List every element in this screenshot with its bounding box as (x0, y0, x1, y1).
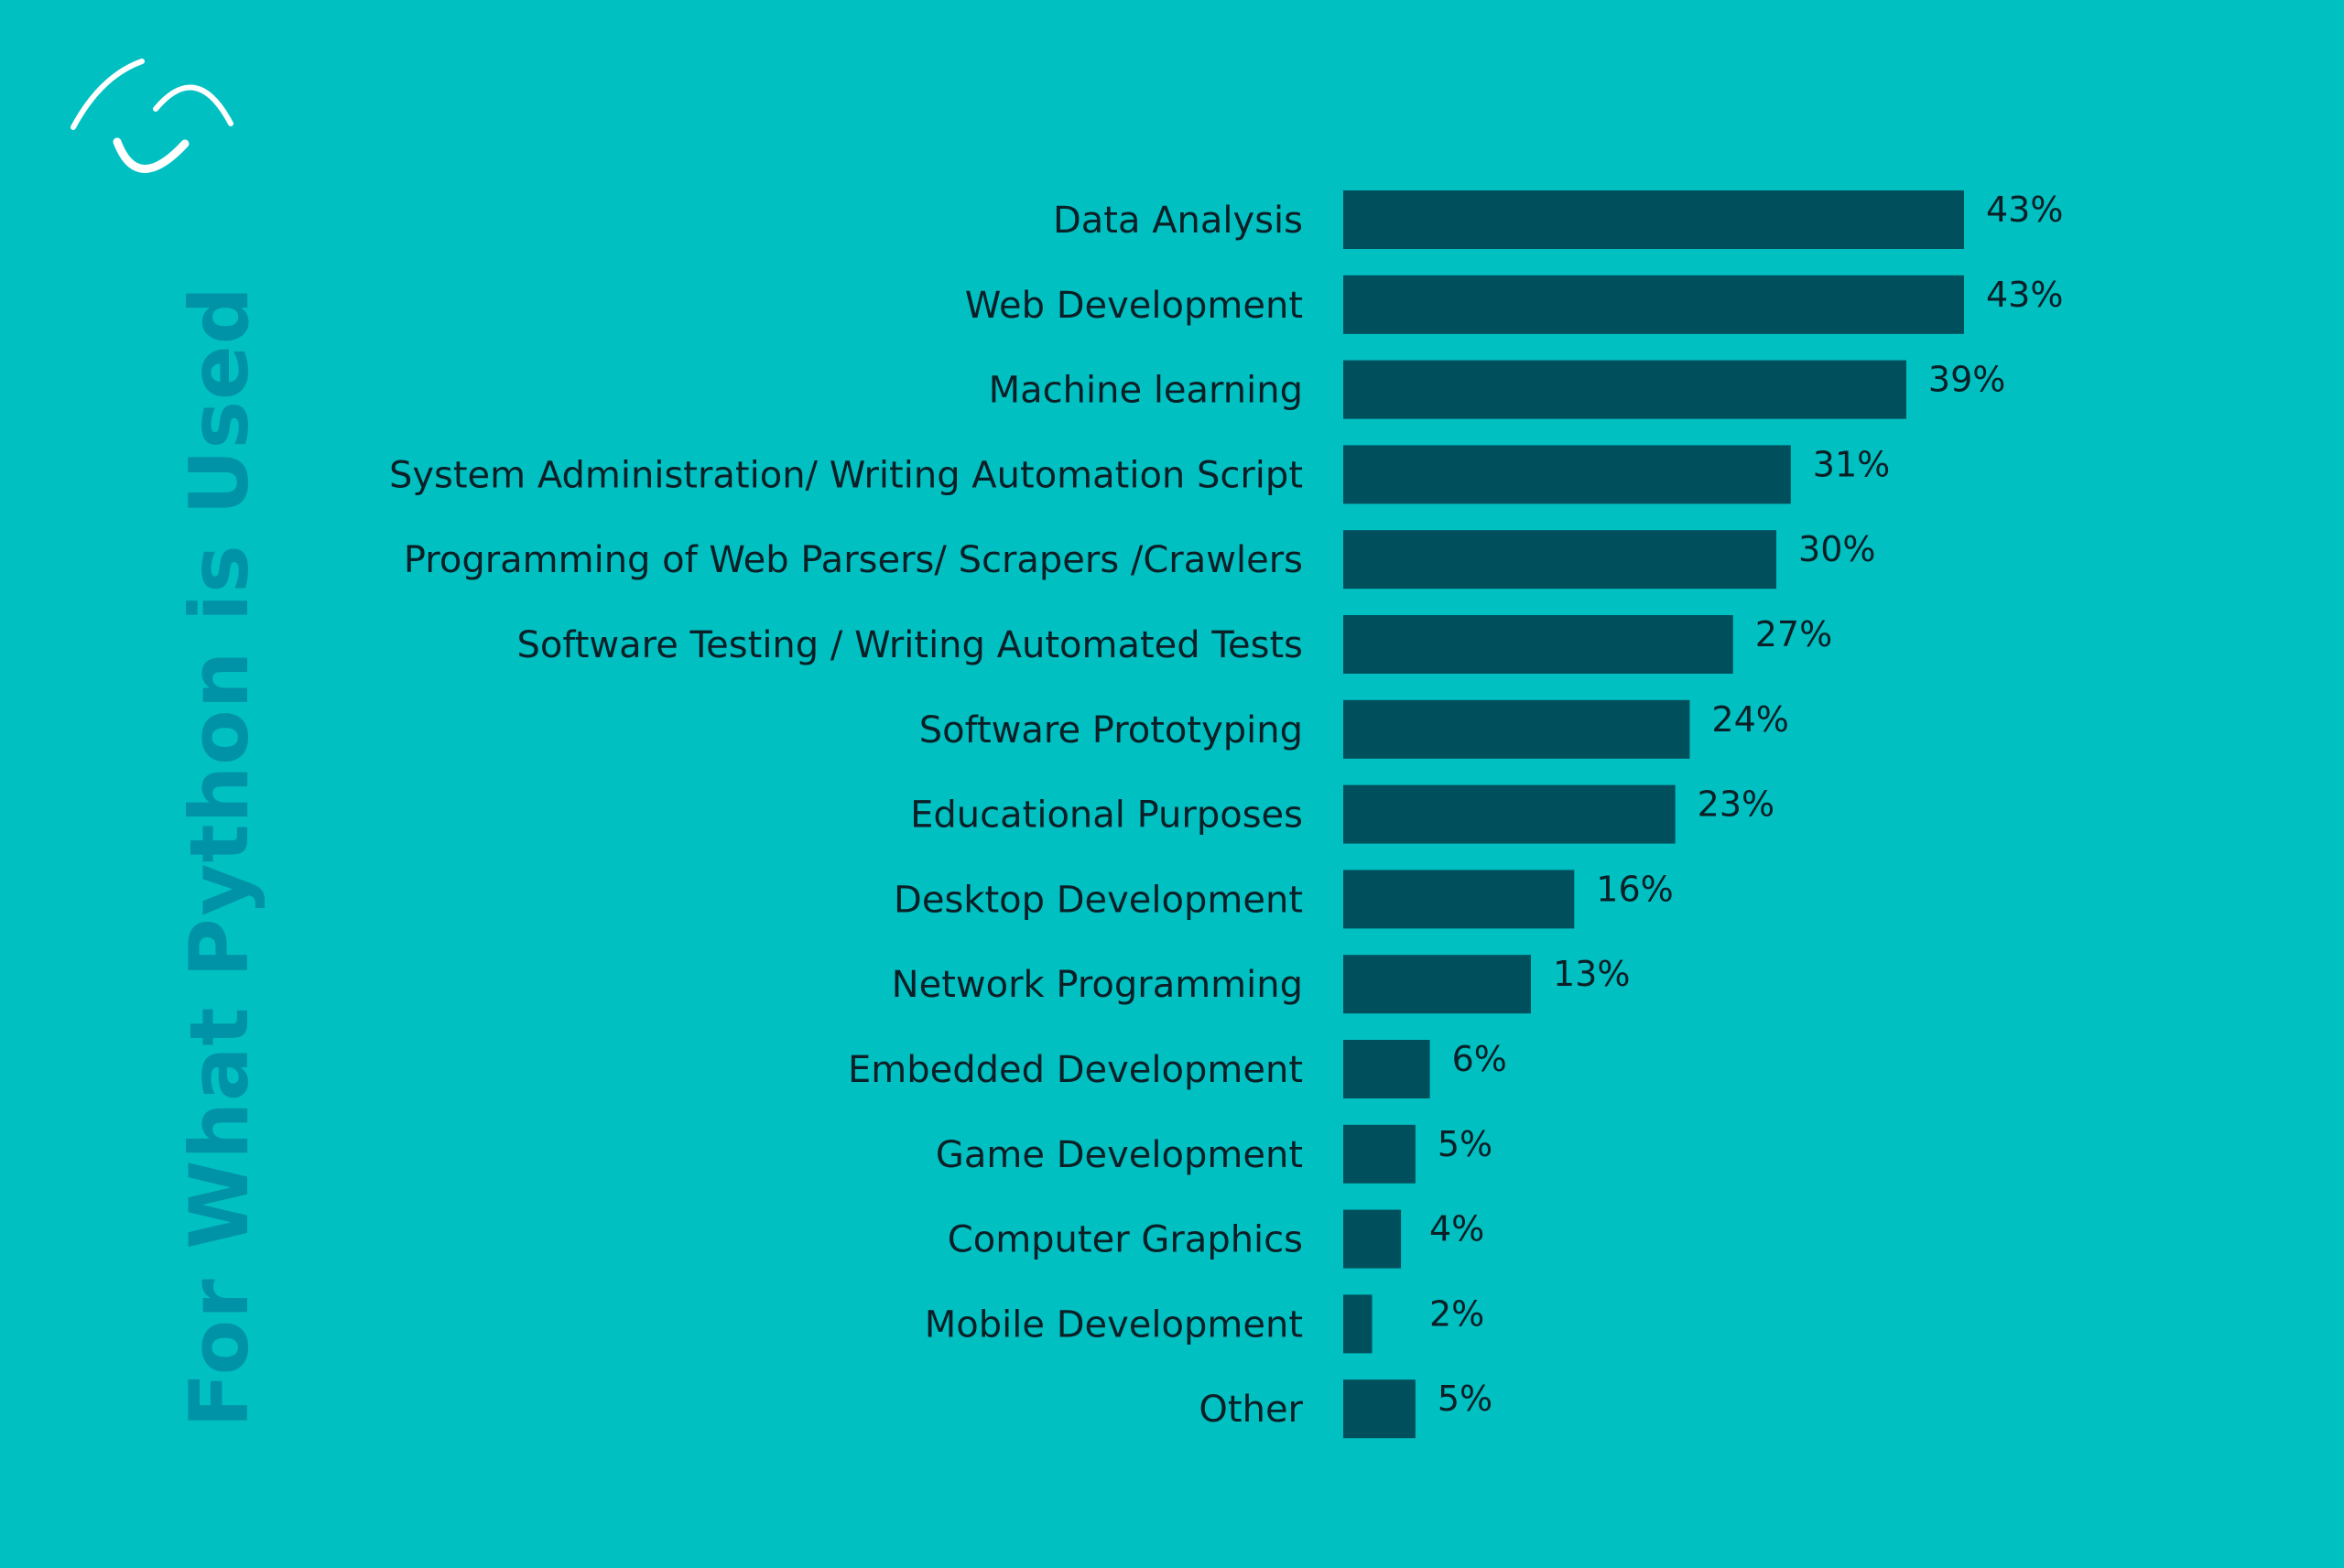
category-label: System Administration/ Writing Automatio… (389, 454, 1303, 496)
brand-logo-icon (71, 59, 233, 173)
category-label: Game Development (936, 1134, 1303, 1176)
bar (1343, 360, 1906, 419)
bar (1343, 955, 1531, 1014)
category-label: Desktop Development (894, 879, 1303, 921)
bar (1343, 1209, 1402, 1269)
bars-group: Data Analysis 43% Web Development 43% Machin… (389, 189, 2063, 1439)
category-label: Educational Purposes (910, 795, 1303, 837)
bar (1343, 699, 1690, 759)
value-label: 27% (1755, 614, 1832, 654)
value-label: 39% (1928, 360, 2005, 400)
category-label: Mobile Development (925, 1303, 1303, 1346)
value-label: 5% (1438, 1379, 1492, 1419)
category-label: Data Analysis (1053, 200, 1303, 242)
bar (1343, 275, 1964, 334)
value-label: 31% (1813, 444, 1890, 484)
bar (1343, 870, 1575, 929)
category-label: Network Programming (892, 964, 1303, 1006)
category-label: Machine learning (989, 370, 1303, 412)
bar (1343, 615, 1733, 674)
category-label: Software Prototyping (919, 709, 1303, 752)
category-label: Programming of Web Parsers/ Scrapers /Cr… (404, 539, 1303, 581)
category-label: Embedded Development (848, 1049, 1303, 1091)
bar (1343, 190, 1964, 249)
bar (1343, 530, 1777, 589)
value-label: 4% (1429, 1209, 1484, 1249)
value-label: 43% (1986, 275, 2063, 315)
bar (1343, 1294, 1373, 1354)
value-label: 24% (1711, 699, 1788, 740)
bar (1343, 445, 1791, 504)
value-label: 5% (1438, 1124, 1492, 1164)
category-label: Other (1199, 1389, 1303, 1431)
category-label: Web Development (965, 285, 1303, 327)
bar (1343, 1124, 1416, 1184)
bar (1343, 784, 1676, 844)
category-label: Computer Graphics (948, 1219, 1303, 1261)
category-label: Software Testing / Writing Automated Tes… (517, 624, 1304, 666)
bar (1343, 1379, 1416, 1439)
bar (1343, 1040, 1430, 1098)
value-label: 23% (1698, 784, 1774, 825)
value-label: 16% (1596, 869, 1673, 909)
value-label: 2% (1429, 1293, 1484, 1334)
value-label: 13% (1553, 954, 1630, 994)
value-label: 6% (1452, 1039, 1507, 1079)
value-label: 30% (1798, 529, 1875, 569)
value-label: 43% (1986, 189, 2063, 230)
